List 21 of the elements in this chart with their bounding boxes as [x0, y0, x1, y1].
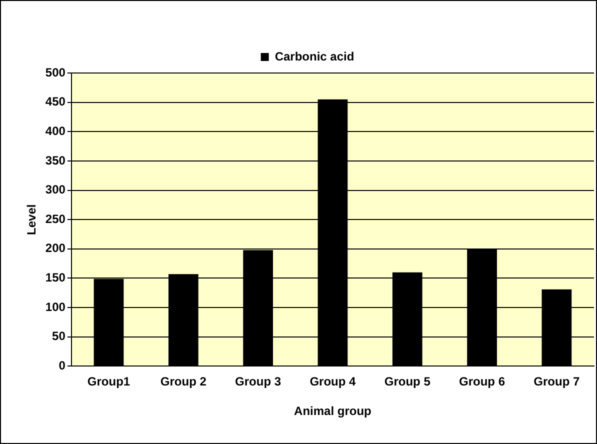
x-axis-title: Animal group — [294, 404, 372, 418]
x-tick-label: Group 3 — [235, 374, 282, 389]
y-tick-label: 450 — [45, 94, 66, 109]
y-tick-label: 150 — [45, 270, 66, 285]
y-tick-label: 500 — [45, 65, 66, 80]
x-tick-label: Group 6 — [459, 374, 506, 389]
x-tick-label: Group1 — [87, 374, 130, 389]
x-tick-label: Group 7 — [534, 374, 580, 389]
y-tick-label: 100 — [45, 300, 66, 314]
x-tick-label: Group 2 — [160, 374, 207, 389]
x-tick-label: Group 5 — [384, 374, 431, 389]
y-tick-label: 300 — [45, 182, 66, 197]
y-axis-title: Level — [24, 204, 39, 235]
y-tick-label: 250 — [45, 212, 66, 226]
y-tick-label: 350 — [45, 153, 66, 168]
y-tick-label: 400 — [45, 124, 66, 138]
x-tick-label: Group 4 — [310, 374, 356, 389]
y-tick-label: 50 — [52, 329, 66, 344]
y-tick-label: 200 — [45, 241, 66, 256]
legend-label: Carbonic acid — [274, 49, 354, 64]
y-tick-label: 0 — [58, 358, 66, 373]
